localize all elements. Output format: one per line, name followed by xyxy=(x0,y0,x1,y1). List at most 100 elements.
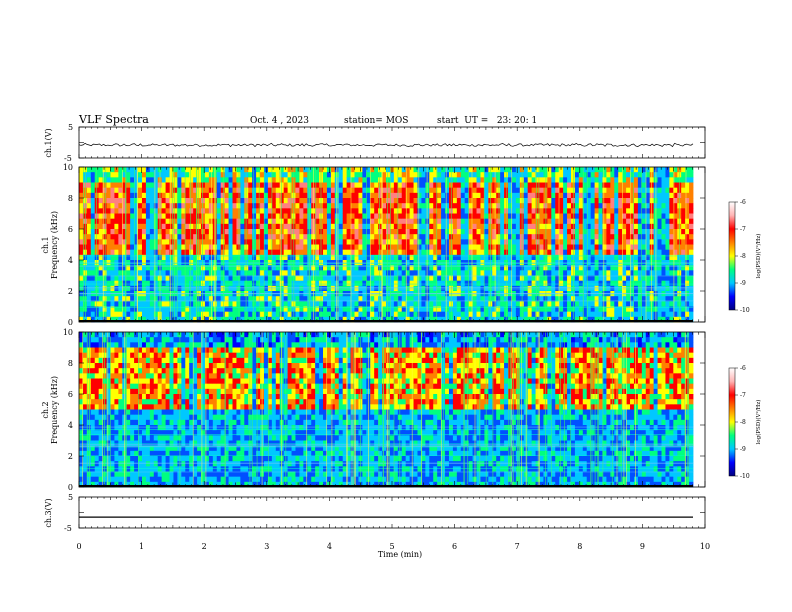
spectrogram-cell xyxy=(492,265,497,271)
spectrogram-cell xyxy=(657,239,662,245)
spectrogram-cell xyxy=(437,265,442,271)
spectrogram-cell xyxy=(523,239,529,245)
spectrogram-cell xyxy=(445,306,450,313)
spectrogram-cell xyxy=(354,234,359,240)
spectrogram-cell xyxy=(382,187,387,194)
spectrogram-cell xyxy=(106,234,111,240)
spectrogram-cell xyxy=(271,229,277,235)
spectrogram-cell xyxy=(610,254,615,261)
spectrogram-cell xyxy=(90,316,96,323)
spectrogram-cell xyxy=(492,192,497,199)
spectrogram-cell xyxy=(594,218,599,225)
spectrogram-cell xyxy=(189,229,194,235)
spectrogram-cell xyxy=(685,249,690,256)
spectrogram-cell xyxy=(563,244,568,251)
spectrogram-cell xyxy=(350,280,355,287)
spectrogram-cell xyxy=(114,301,119,307)
spectrogram-cell xyxy=(511,239,517,245)
spectrogram-cell xyxy=(452,172,458,178)
spectrogram-cell xyxy=(334,249,340,256)
spectrogram-cell xyxy=(204,316,210,323)
spectrogram-cell xyxy=(165,182,170,189)
ch1-waveform-ticks xyxy=(78,126,706,159)
spectrogram-cell xyxy=(90,270,96,276)
spectrogram-cell xyxy=(263,254,269,261)
spectrogram-cell xyxy=(134,239,139,245)
spectrogram-cell xyxy=(618,198,623,204)
spectrogram-cell xyxy=(421,306,426,313)
spectrogram-cell xyxy=(476,311,481,318)
spectrogram-cell xyxy=(633,229,639,235)
spectrogram-cell xyxy=(515,301,521,307)
spectrogram-cell xyxy=(685,229,690,235)
spectrogram-cell xyxy=(429,234,434,240)
spectrogram-cell xyxy=(417,244,422,251)
spectrogram-cell xyxy=(110,301,115,307)
spectrogram-cell xyxy=(633,239,639,245)
spectrogram-cell xyxy=(386,311,391,318)
spectrogram-cell xyxy=(574,223,580,230)
spectrogram-cell xyxy=(165,254,170,261)
spectrogram-cell xyxy=(441,254,446,261)
spectrogram-cell xyxy=(456,229,462,235)
spectrogram-cell xyxy=(574,249,580,256)
spectrogram-cell xyxy=(204,270,210,276)
spectrogram-cell xyxy=(98,306,104,313)
spectrogram-cell xyxy=(334,254,340,261)
spectrogram-cell xyxy=(224,306,229,313)
spectrogram-cell xyxy=(263,296,269,302)
spectrogram-cell xyxy=(185,213,190,220)
spectrogram-cell xyxy=(366,218,371,225)
spectrogram-cell xyxy=(350,177,355,183)
spectrogram-cell xyxy=(445,249,450,256)
spectrogram-cell xyxy=(382,167,387,173)
spectrogram-cell xyxy=(661,311,666,318)
spectrogram-cell xyxy=(425,187,430,194)
spectrogram-cell xyxy=(445,218,450,225)
spectrogram-cell xyxy=(177,234,182,240)
spectrogram-cell xyxy=(350,192,355,199)
spectrogram-cell xyxy=(145,192,151,199)
spectrogram-cell xyxy=(645,218,651,225)
spectrogram-cell xyxy=(456,182,462,189)
spectrogram-cell xyxy=(606,239,611,245)
spectrogram-cell xyxy=(189,301,194,307)
spectrogram-cell xyxy=(346,234,351,240)
spectrogram-cell xyxy=(161,208,166,214)
spectrogram-cell xyxy=(586,280,592,287)
spectrogram-cell xyxy=(456,177,462,183)
spectrogram-cell xyxy=(374,192,379,199)
spectrogram-cell xyxy=(216,192,222,199)
spectrogram-cell xyxy=(547,270,552,276)
spectrogram-cell xyxy=(389,296,395,302)
spectrogram-cell xyxy=(551,218,556,225)
spectrogram-cell xyxy=(126,198,131,204)
spectrogram-cell xyxy=(551,234,556,240)
spectrogram-cell xyxy=(326,306,332,313)
spectrogram-cell xyxy=(464,275,470,282)
spectrogram-cell xyxy=(476,265,481,271)
spectrogram-cell xyxy=(323,296,328,302)
spectrogram-cell xyxy=(256,239,261,245)
spectrogram-cell xyxy=(582,244,588,251)
spectrogram-cell xyxy=(326,249,332,256)
spectrogram-cell xyxy=(401,177,407,183)
spectrogram-cell xyxy=(287,296,292,302)
spectrogram-cell xyxy=(271,198,277,204)
spectrogram-cell xyxy=(350,167,355,173)
spectrogram-cell xyxy=(145,270,151,276)
spectrogram-cell xyxy=(476,182,481,189)
spectrogram-cell xyxy=(161,306,166,313)
spectrogram-cell xyxy=(138,270,143,276)
spectrogram-cell xyxy=(401,249,407,256)
spectrogram-cell xyxy=(389,213,395,220)
spectrogram-cell xyxy=(161,182,166,189)
spectrogram-cell xyxy=(496,249,501,256)
spectrogram-cell xyxy=(197,218,202,225)
spectrogram-cell xyxy=(338,244,344,251)
spectrogram-cell xyxy=(374,234,379,240)
spectrogram-cell xyxy=(240,301,245,307)
spectrogram-cell xyxy=(102,234,107,240)
spectrogram-cell xyxy=(267,213,273,220)
spectrogram-cell xyxy=(299,249,304,256)
